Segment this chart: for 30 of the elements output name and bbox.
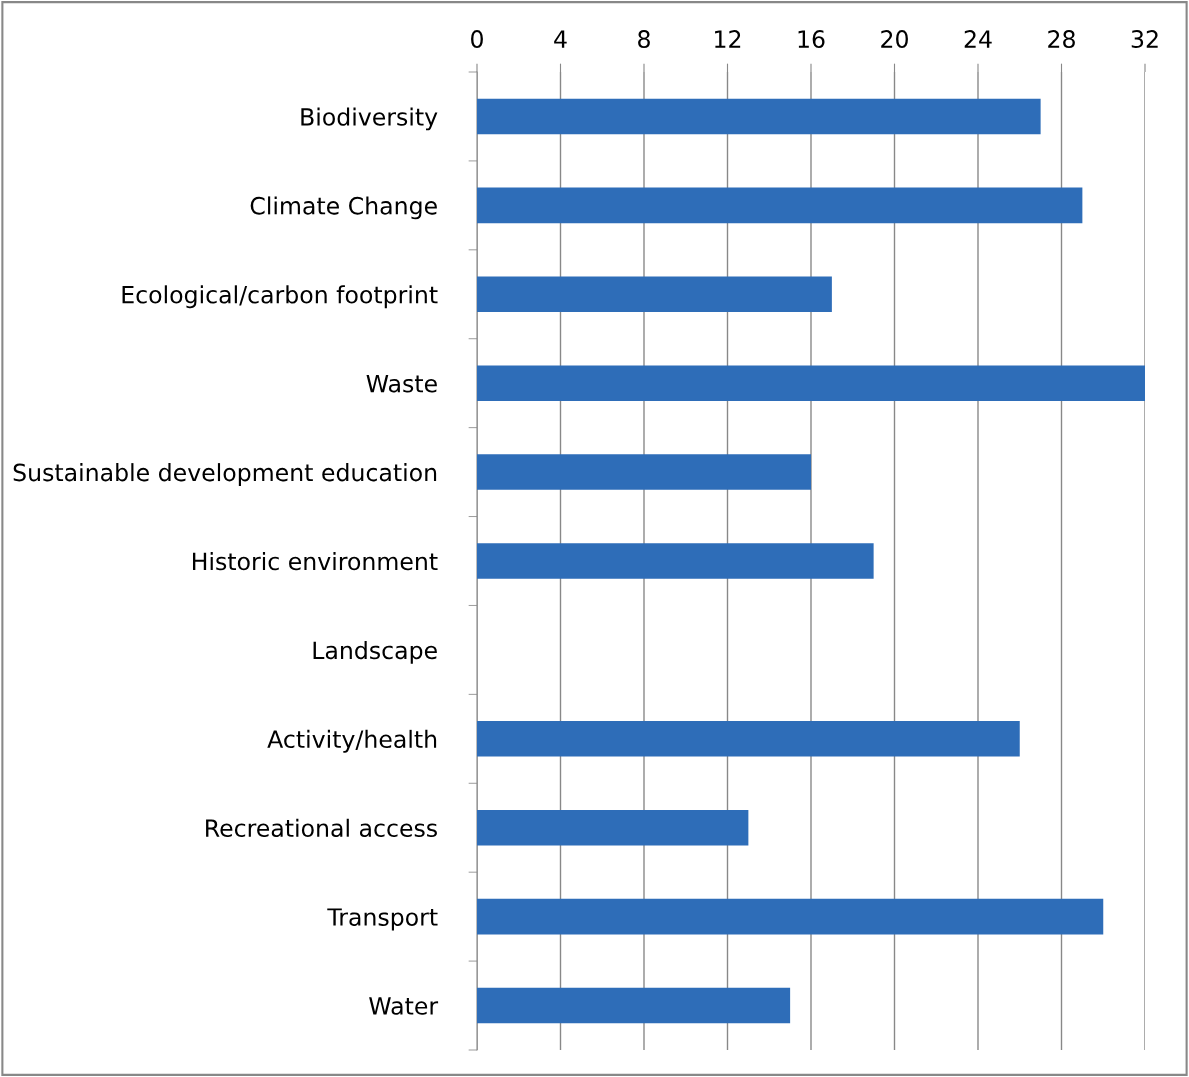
- x-tick-label: 12: [715, 30, 741, 48]
- y-tick-label: Recreational access: [206, 818, 437, 838]
- x-tick-label: 0: [471, 30, 483, 48]
- y-tick-label: Climate Change: [250, 196, 437, 220]
- bar: [477, 365, 1145, 401]
- bar: [477, 276, 832, 313]
- y-tick-label: Transport: [327, 908, 438, 931]
- bar: [477, 98, 1041, 135]
- x-tick-label: 8: [638, 30, 650, 48]
- bar: [477, 721, 1020, 757]
- y-tick-label: Historic environment: [193, 552, 438, 571]
- bar: [477, 898, 1104, 935]
- y-tick-label: Sustainable development education: [13, 463, 437, 486]
- bar: [477, 543, 874, 579]
- x-tick-label: 4: [554, 30, 567, 48]
- y-tick-label: Activity/health: [267, 729, 437, 753]
- y-tick-label: Water: [369, 997, 439, 1015]
- y-tick-label: Waste: [366, 374, 437, 393]
- y-tick-label: Landscape: [313, 640, 437, 664]
- bar: [477, 454, 811, 490]
- x-tick-label: 24: [964, 30, 992, 48]
- y-tick-label: Biodiversity: [301, 107, 438, 131]
- x-tick-label: 32: [1131, 30, 1158, 48]
- y-tick-label: Ecological/carbon footprint: [122, 285, 438, 309]
- bar: [477, 809, 749, 846]
- x-tick-label: 28: [1048, 30, 1075, 48]
- bar: [477, 987, 791, 1024]
- bar: [477, 187, 1083, 224]
- x-tick-label: 16: [798, 30, 825, 48]
- x-tick-label: 20: [881, 30, 908, 48]
